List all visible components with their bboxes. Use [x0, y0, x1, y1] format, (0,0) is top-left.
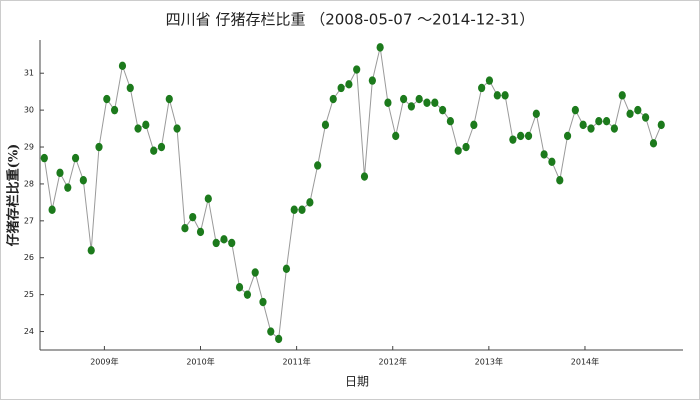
- point: [56, 168, 64, 178]
- chart-title: 四川省 仔猪存栏比重 （2008-05-07 ～2014-12-31）: [166, 11, 535, 29]
- point: [376, 43, 384, 52]
- point: [329, 94, 337, 104]
- x-tick-label: 2013年: [475, 357, 503, 367]
- point: [150, 146, 158, 155]
- point: [251, 268, 259, 277]
- point: [563, 131, 572, 141]
- x-tick-label: 2012年: [379, 357, 407, 367]
- point: [454, 146, 462, 155]
- point: [189, 212, 197, 222]
- point: [462, 142, 470, 152]
- y-tick-label: 25: [24, 290, 34, 299]
- point: [384, 98, 392, 107]
- point: [220, 235, 228, 244]
- point: [314, 161, 322, 170]
- point: [259, 297, 267, 307]
- point: [485, 76, 494, 85]
- point: [493, 91, 501, 100]
- point: [634, 105, 642, 115]
- point: [649, 139, 658, 148]
- point: [392, 131, 400, 141]
- point: [118, 61, 127, 71]
- x-tick-label: 2014年: [571, 357, 599, 367]
- point: [571, 105, 579, 115]
- point: [79, 176, 87, 185]
- point: [579, 120, 587, 130]
- point: [321, 120, 330, 130]
- point: [134, 124, 142, 133]
- point: [524, 131, 533, 141]
- point: [142, 120, 150, 130]
- point: [610, 124, 618, 133]
- point: [243, 290, 252, 299]
- y-axis-label: 仔猪存栏比重(%): [6, 144, 22, 247]
- point: [306, 198, 314, 207]
- point: [110, 105, 119, 115]
- point: [353, 65, 361, 74]
- point: [657, 120, 665, 130]
- point: [407, 102, 415, 111]
- y-tick-label: 26: [24, 253, 34, 262]
- point: [87, 246, 95, 255]
- point: [360, 172, 369, 181]
- point: [548, 157, 556, 166]
- point: [290, 205, 298, 214]
- y-tick-label: 31: [24, 69, 34, 78]
- point: [48, 205, 56, 214]
- point: [204, 194, 212, 203]
- point: [368, 76, 376, 85]
- y-tick-label: 28: [24, 179, 34, 188]
- point: [337, 83, 345, 93]
- point: [556, 176, 564, 185]
- point: [501, 91, 509, 100]
- point: [298, 205, 306, 214]
- point: [282, 264, 291, 274]
- y-tick-label: 29: [24, 143, 34, 152]
- point: [40, 153, 48, 163]
- y-tick-label: 24: [24, 327, 34, 336]
- point: [517, 131, 525, 141]
- point: [157, 142, 166, 152]
- y-tick-label: 30: [24, 106, 34, 115]
- point: [618, 91, 626, 100]
- point: [126, 83, 134, 93]
- point: [165, 94, 173, 104]
- y-tick-label: 27: [24, 216, 34, 225]
- point: [478, 83, 486, 93]
- point: [595, 116, 603, 126]
- point: [212, 238, 220, 248]
- point: [602, 116, 611, 126]
- point: [228, 238, 236, 248]
- point: [431, 98, 439, 107]
- point: [71, 153, 80, 163]
- x-tick-label: 2010年: [186, 357, 214, 367]
- x-axis-label: 日期: [345, 375, 369, 389]
- point: [275, 334, 283, 344]
- point: [173, 124, 181, 133]
- point: [267, 327, 275, 336]
- point: [540, 150, 548, 159]
- point: [446, 116, 455, 126]
- point: [181, 224, 189, 233]
- point: [399, 94, 408, 104]
- point: [532, 109, 540, 119]
- x-tick-label: 2009年: [90, 357, 118, 367]
- point: [587, 124, 595, 133]
- point: [196, 227, 205, 237]
- point: [64, 183, 72, 192]
- point: [415, 94, 423, 104]
- point: [509, 135, 517, 144]
- point: [439, 105, 447, 115]
- point: [235, 283, 244, 292]
- point: [642, 113, 650, 122]
- point: [345, 80, 353, 89]
- point: [95, 142, 103, 152]
- point: [626, 109, 634, 119]
- point: [470, 120, 478, 130]
- x-tick-label: 2011年: [282, 357, 310, 367]
- point: [103, 94, 111, 104]
- point: [423, 98, 431, 107]
